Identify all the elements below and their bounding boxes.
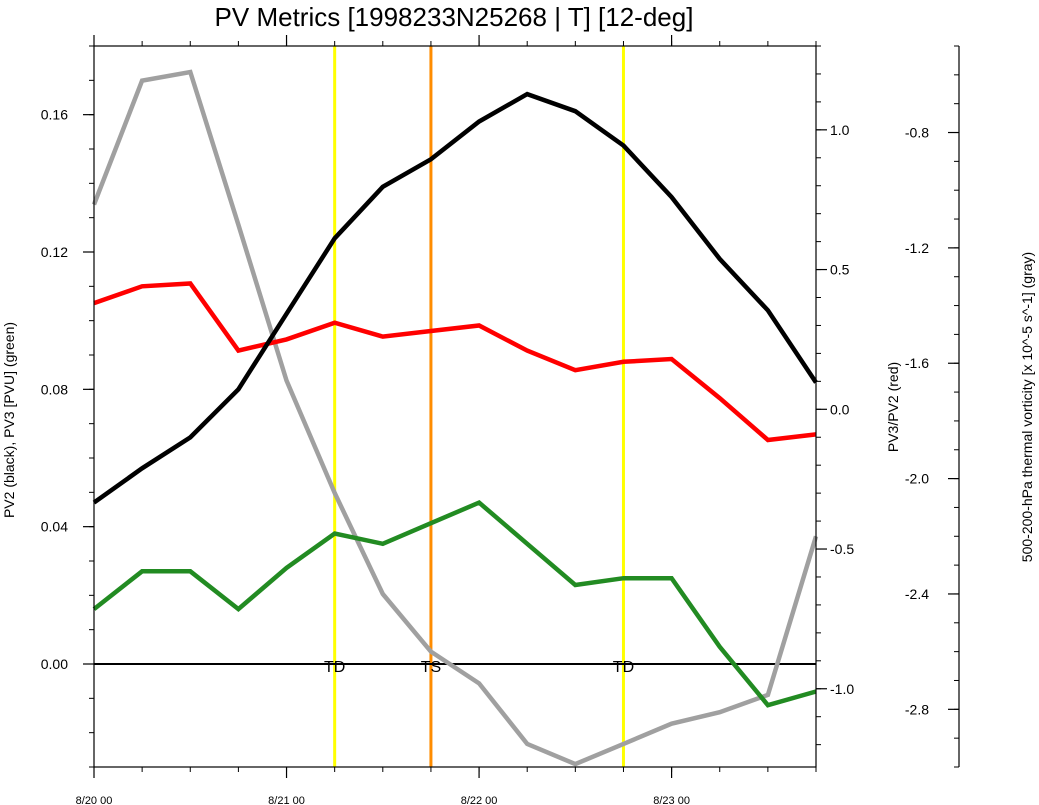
y-tick-label: -0.5 — [830, 541, 854, 557]
y-tick-label: -1.0 — [830, 681, 854, 697]
right-axis-2-label: 500-200-hPa thermal vorticity [x 10^-5 s… — [1019, 252, 1035, 562]
series-line-thermal-vorticity — [91, 69, 819, 767]
y-tick-label: -2.4 — [905, 586, 929, 602]
x-tick-label: 8/20 00 — [76, 795, 113, 805]
marker-label-2: TD — [613, 659, 634, 676]
y-tick-label: 0.12 — [41, 244, 68, 260]
axes: 8/20 00 8/21 00 8/22 00 8/23 00 0.00 0.04 0.08… — [41, 35, 960, 805]
y-tick-label: 0.0 — [830, 401, 850, 417]
y-tick-label: 0.00 — [41, 656, 68, 672]
x-tick-label: 8/23 00 — [653, 795, 690, 805]
marker-labels: TD TS TD — [324, 659, 634, 676]
x-tick-label: 8/21 00 — [268, 795, 305, 805]
chart-title: PV Metrics [1998233N25268 | T] [12-deg] — [215, 2, 694, 32]
series-line-pv3 — [92, 499, 817, 708]
y-tick-label: 0.5 — [830, 262, 850, 278]
x-tick-label: 8/22 00 — [461, 795, 498, 805]
y-tick-label: -2.8 — [905, 701, 929, 717]
y-tick-label: 0.16 — [41, 107, 68, 123]
y-tick-label: -1.6 — [905, 355, 929, 371]
series-lines — [91, 69, 819, 767]
right-axis-1-label: PV3/PV2 (red) — [885, 362, 901, 452]
y-tick-label: 0.04 — [41, 519, 68, 535]
left-axis-label: PV2 (black), PV3 [PVU] (green) — [1, 322, 17, 518]
marker-label-0: TD — [324, 659, 345, 676]
marker-label-1: TS — [421, 659, 441, 676]
vertical-markers — [333, 46, 625, 767]
series-line-pv3-pv2 — [93, 281, 817, 443]
y-tick-label: 0.08 — [41, 381, 68, 397]
y-tick-label: -2.0 — [905, 471, 929, 487]
y-tick-label: -1.2 — [905, 240, 929, 256]
series-line-pv2 — [92, 91, 818, 505]
y-tick-label: -0.8 — [905, 125, 929, 141]
plot-frame — [93, 45, 817, 768]
y-tick-label: 1.0 — [830, 122, 850, 138]
